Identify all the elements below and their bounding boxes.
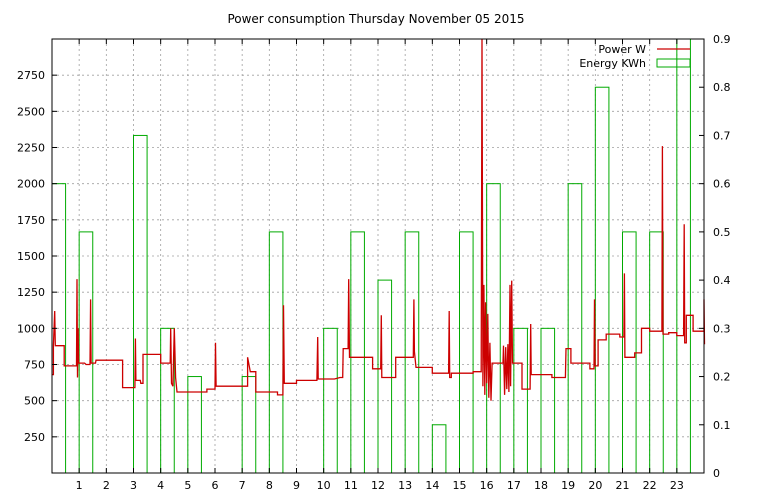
energy-bar: [459, 231, 474, 474]
x-tick-label: 16: [480, 479, 494, 492]
legend-label-power: Power W: [598, 43, 646, 56]
x-tick-label: 13: [398, 479, 412, 492]
y-axis-right: 0 0.1 0.2 0.3 0.4 0.5 0.6 0.7 0.8 0.9: [699, 33, 731, 480]
energy-bar: [594, 86, 610, 474]
y2-tick-label: 0.5: [713, 226, 731, 239]
legend: Power W Energy KWh: [579, 43, 691, 70]
x-tick-label: 4: [157, 479, 164, 492]
y2-tick-label: 0.9: [713, 33, 731, 46]
x-tick-label: 18: [534, 479, 548, 492]
x-tick-label: 15: [453, 479, 467, 492]
x-tick-label: 17: [507, 479, 521, 492]
x-tick-label: 19: [561, 479, 575, 492]
x-tick-label: 12: [371, 479, 385, 492]
y-tick-label: 500: [24, 395, 45, 408]
y-tick-label: 2750: [17, 69, 45, 82]
x-tick-label: 11: [344, 479, 358, 492]
y-tick-label: 1750: [17, 214, 45, 227]
y2-tick-label: 0.3: [713, 322, 731, 335]
y-tick-label: 1500: [17, 250, 45, 263]
y2-tick-label: 0.2: [713, 371, 731, 384]
x-tick-label: 14: [425, 479, 439, 492]
y2-tick-label: 0.1: [713, 419, 731, 432]
y2-tick-label: 0: [713, 467, 720, 480]
x-tick-label: 21: [616, 479, 630, 492]
energy-bar: [268, 231, 284, 474]
energy-bar: [567, 183, 583, 474]
y-tick-label: 2500: [17, 105, 45, 118]
x-axis: 1 2 3 4 5 6 7 8 9 10 11 12 13 14 15 16 17 18 19 20 21 22 23: [76, 39, 684, 492]
y2-tick-label: 0.7: [713, 129, 731, 142]
energy-bar: [649, 231, 664, 474]
x-tick-label: 1: [76, 479, 83, 492]
energy-bar: [513, 327, 528, 474]
y-tick-label: 1000: [17, 322, 45, 335]
y2-tick-label: 0.8: [713, 81, 731, 94]
x-tick-label: 22: [643, 479, 657, 492]
x-tick-label: 20: [588, 479, 602, 492]
y-tick-label: 2000: [17, 178, 45, 191]
x-tick-label: 10: [317, 479, 331, 492]
energy-bar: [323, 327, 338, 474]
y-tick-label: 750: [24, 359, 45, 372]
energy-bar: [377, 279, 393, 474]
x-tick-label: 23: [670, 479, 684, 492]
y-axis-left: 250 500 750 1000 1250 1500 1750 2000 2250 2500 275…: [17, 69, 57, 444]
x-tick-label: 2: [103, 479, 110, 492]
x-tick-label: 5: [184, 479, 191, 492]
energy-bar: [241, 376, 257, 474]
x-tick-label: 6: [212, 479, 219, 492]
y-tick-label: 250: [24, 431, 45, 444]
x-tick-label: 8: [266, 479, 273, 492]
y-tick-label: 2250: [17, 142, 45, 155]
x-tick-label: 9: [293, 479, 300, 492]
energy-bar: [431, 424, 447, 474]
y2-tick-label: 0.4: [713, 274, 731, 287]
power-line: [52, 38, 706, 401]
power-line-series: [52, 38, 706, 401]
energy-bar: [133, 134, 148, 474]
legend-swatch-energy: [656, 58, 691, 68]
chart-title: Power consumption Thursday November 05 2…: [227, 12, 524, 26]
x-tick-label: 3: [130, 479, 137, 492]
y2-tick-label: 0.6: [713, 178, 731, 191]
legend-label-energy: Energy KWh: [579, 57, 646, 70]
y-tick-label: 1250: [17, 286, 45, 299]
x-tick-label: 7: [239, 479, 246, 492]
energy-bar: [187, 376, 202, 474]
